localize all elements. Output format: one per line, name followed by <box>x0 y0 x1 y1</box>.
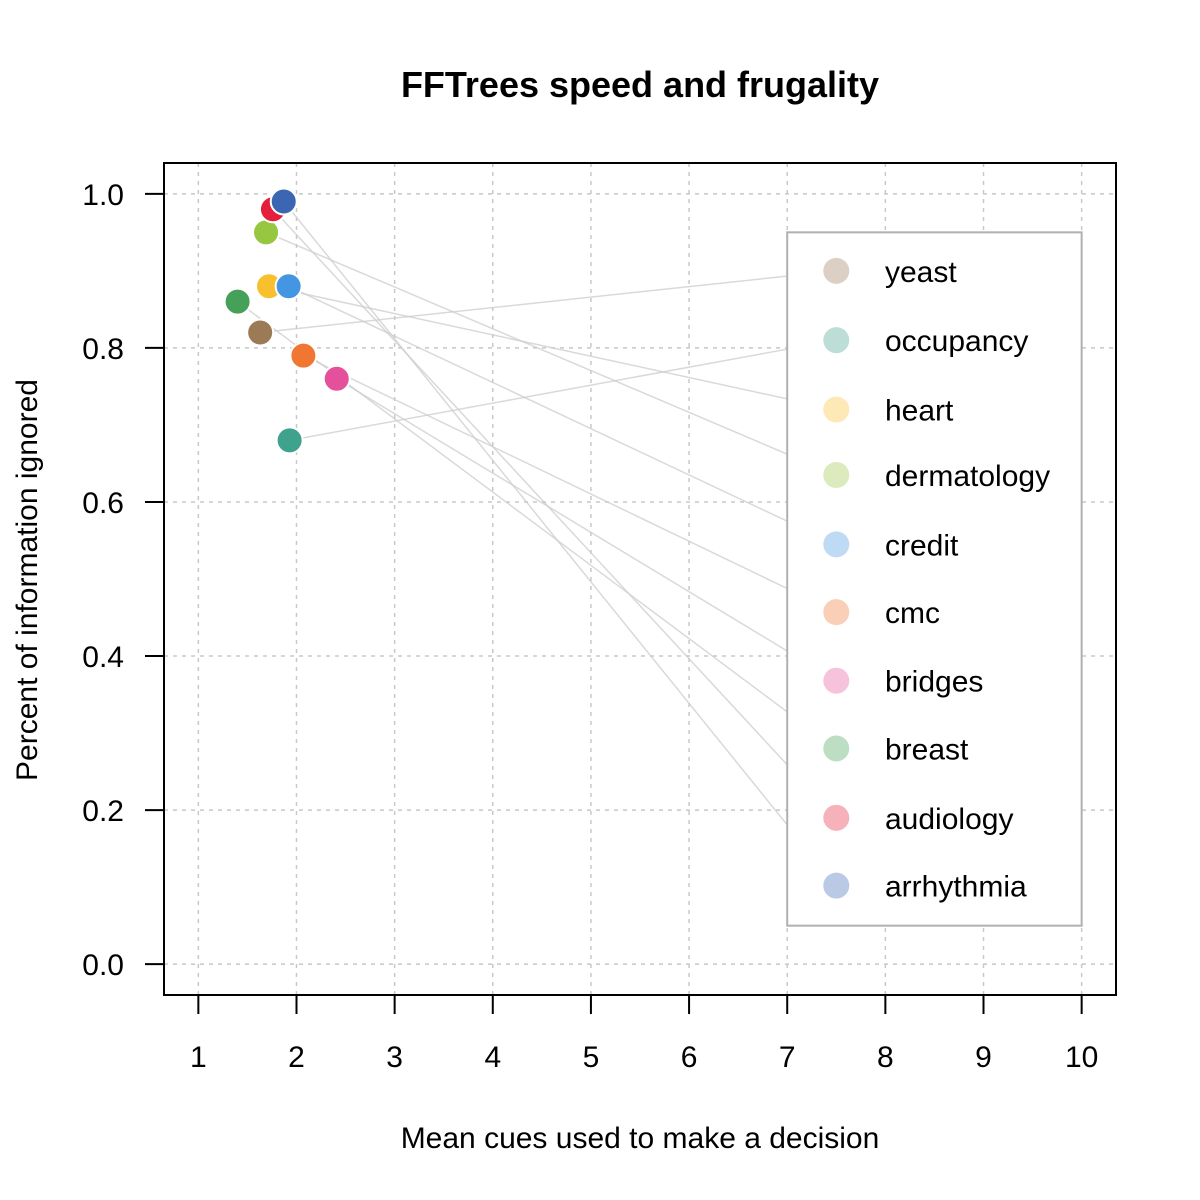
point-cmc <box>289 341 318 370</box>
connector-credit <box>288 285 837 546</box>
legend-marker-audiology <box>823 804 850 831</box>
y-axis: 0.0 0.2 0.4 0.6 0.8 1.0 <box>82 179 164 982</box>
chart-title: FFTrees speed and frugality <box>401 64 879 105</box>
legend-marker-heart <box>823 396 850 423</box>
connector-lines <box>237 201 837 887</box>
point-occupancy <box>275 426 304 455</box>
x-axis-label: Mean cues used to make a decision <box>401 1122 880 1155</box>
legend-marker-yeast <box>823 257 850 284</box>
data-points <box>223 187 351 455</box>
x-tick-label: 7 <box>779 1041 796 1074</box>
legend-marker-occupancy <box>823 327 850 354</box>
legend-label-yeast: yeast <box>885 256 957 289</box>
legend-label-heart: heart <box>885 395 954 428</box>
y-tick-label: 0.2 <box>82 795 124 828</box>
connector-dermatology <box>265 231 837 476</box>
legend: yeast occupancy heart dermatology credit cmc b… <box>786 231 1083 927</box>
point-breast <box>223 287 252 316</box>
legend-marker-bridges <box>823 667 850 694</box>
y-axis-label: Percent of information ignored <box>11 379 44 781</box>
x-tick-label: 3 <box>386 1041 403 1074</box>
point-dermatology <box>252 218 281 247</box>
y-tick-label: 0.0 <box>82 949 124 982</box>
legend-marker-arrhythmia <box>823 872 850 899</box>
x-tick-label: 4 <box>484 1041 501 1074</box>
legend-label-dermatology: dermatology <box>885 460 1050 493</box>
point-yeast <box>246 318 275 347</box>
point-bridges <box>322 364 351 393</box>
connector-arrhythmia <box>283 201 837 887</box>
connector-audiology <box>272 208 837 819</box>
x-tick-label: 9 <box>975 1041 992 1074</box>
connector-occupancy <box>289 339 837 442</box>
legend-label-cmc: cmc <box>885 597 940 630</box>
legend-label-bridges: bridges <box>885 666 983 699</box>
legend-marker-breast <box>823 735 850 762</box>
legend-label-occupancy: occupancy <box>885 325 1028 358</box>
point-credit <box>274 272 303 301</box>
legend-label-credit: credit <box>885 529 959 562</box>
legend-marker-cmc <box>823 599 850 626</box>
y-tick-label: 0.8 <box>82 333 124 366</box>
legend-label-audiology: audiology <box>885 803 1013 836</box>
y-tick-label: 1.0 <box>82 179 124 212</box>
y-tick-label: 0.4 <box>82 641 124 674</box>
connector-cmc <box>303 354 837 613</box>
x-tick-label: 1 <box>190 1041 207 1074</box>
x-axis: 1 2 3 4 5 6 7 8 9 10 <box>190 994 1098 1074</box>
y-tick-label: 0.6 <box>82 487 124 520</box>
x-tick-label: 2 <box>288 1041 305 1074</box>
point-arrhythmia <box>269 187 298 216</box>
x-tick-label: 10 <box>1065 1041 1098 1074</box>
connector-bridges <box>336 378 837 682</box>
x-tick-label: 8 <box>877 1041 894 1074</box>
legend-marker-credit <box>823 531 850 558</box>
x-tick-label: 5 <box>583 1041 600 1074</box>
connector-yeast <box>260 270 837 334</box>
legend-label-breast: breast <box>885 733 969 766</box>
legend-label-arrhythmia: arrhythmia <box>885 871 1027 904</box>
x-tick-label: 6 <box>681 1041 698 1074</box>
legend-marker-dermatology <box>823 462 850 488</box>
